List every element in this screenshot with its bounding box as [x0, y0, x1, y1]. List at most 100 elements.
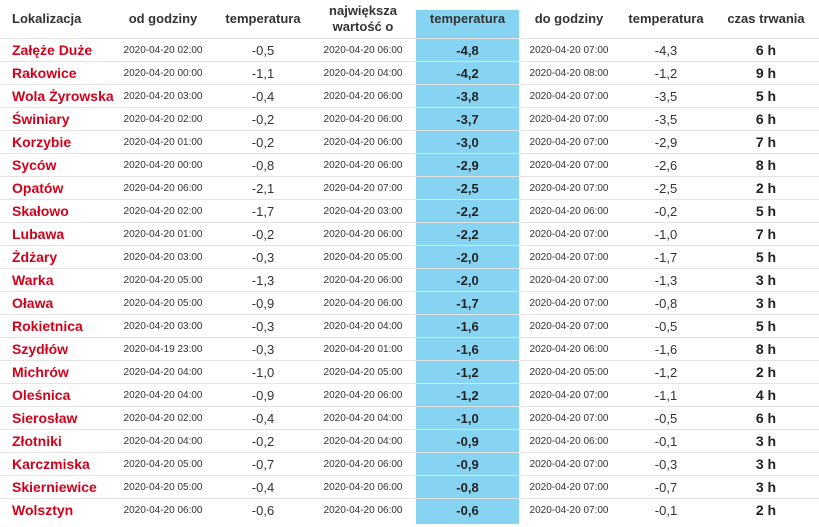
max-temperature: -1,2 — [456, 387, 479, 403]
header-max-time: największa wartość o — [310, 0, 416, 38]
from-time: 2020-04-20 05:00 — [123, 274, 203, 286]
table-row: Rokietnica 2020-04-20 03:00 -0,3 2020-04… — [0, 314, 819, 337]
location-name[interactable]: Żdżary — [12, 249, 58, 265]
header-max-line1: największa — [329, 3, 397, 18]
from-time: 2020-04-20 02:00 — [123, 113, 203, 125]
to-time: 2020-04-20 05:00 — [529, 366, 609, 378]
from-temperature: -0,2 — [251, 433, 275, 449]
to-time: 2020-04-20 07:00 — [529, 228, 609, 240]
duration: 6 h — [755, 410, 777, 426]
location-name[interactable]: Opatów — [12, 180, 64, 196]
header-location: Lokalizacja — [12, 11, 82, 26]
to-temperature: -1,2 — [654, 65, 678, 81]
to-temperature: -0,5 — [654, 410, 678, 426]
header-duration: czas trwania — [727, 11, 805, 26]
from-temperature: -0,7 — [251, 456, 275, 472]
max-time: 2020-04-20 04:00 — [323, 412, 403, 424]
to-temperature: -1,6 — [654, 341, 678, 357]
location-name[interactable]: Wola Żyrowska — [12, 88, 114, 104]
from-temperature: -2,1 — [251, 180, 275, 196]
from-temperature: -1,7 — [251, 203, 275, 219]
to-temperature: -2,5 — [654, 180, 678, 196]
duration: 8 h — [755, 341, 777, 357]
location-name[interactable]: Lubawa — [12, 226, 65, 242]
max-temperature: -1,6 — [456, 341, 479, 357]
location-name[interactable]: Rakowice — [12, 65, 77, 81]
from-temperature: -0,9 — [251, 295, 275, 311]
location-name[interactable]: Oława — [12, 295, 54, 311]
from-time: 2020-04-20 04:00 — [123, 366, 203, 378]
location-name[interactable]: Warka — [12, 272, 54, 288]
duration: 7 h — [755, 226, 777, 242]
from-time: 2020-04-20 04:00 — [123, 389, 203, 401]
max-temperature: -2,0 — [456, 249, 479, 265]
to-time: 2020-04-20 08:00 — [529, 67, 609, 79]
table-row: Wolsztyn 2020-04-20 06:00 -0,6 2020-04-2… — [0, 498, 819, 521]
table-header: Lokalizacja od godziny temperatura najwi… — [0, 0, 819, 38]
max-temperature: -1,2 — [456, 364, 479, 380]
location-name[interactable]: Sierosław — [12, 410, 78, 426]
location-name[interactable]: Korzybie — [12, 134, 72, 150]
location-name[interactable]: Oleśnica — [12, 387, 71, 403]
max-time: 2020-04-20 06:00 — [323, 228, 403, 240]
to-temperature: -4,3 — [654, 42, 678, 58]
to-time: 2020-04-20 07:00 — [529, 389, 609, 401]
max-temperature: -2,2 — [456, 203, 479, 219]
to-temperature: -2,6 — [654, 157, 678, 173]
table-row: Szydłów 2020-04-19 23:00 -0,3 2020-04-20… — [0, 337, 819, 360]
duration: 5 h — [755, 318, 777, 334]
max-temperature: -1,7 — [456, 295, 479, 311]
max-time: 2020-04-20 04:00 — [323, 435, 403, 447]
to-temperature: -0,3 — [654, 456, 678, 472]
from-time: 2020-04-20 06:00 — [123, 504, 203, 516]
table-row: Lubawa 2020-04-20 01:00 -0,2 2020-04-20 … — [0, 222, 819, 245]
table-row: Korzybie 2020-04-20 01:00 -0,2 2020-04-2… — [0, 130, 819, 153]
location-name[interactable]: Rokietnica — [12, 318, 83, 334]
max-temperature: -0,9 — [456, 433, 479, 449]
location-name[interactable]: Syców — [12, 157, 57, 173]
location-name[interactable]: Złotniki — [12, 433, 62, 449]
to-temperature: -3,5 — [654, 88, 678, 104]
max-temperature: -0,6 — [456, 502, 479, 518]
location-name[interactable]: Skierniewice — [12, 479, 97, 495]
location-name[interactable]: Szydłów — [12, 341, 69, 357]
header-max-temp: temperatura — [429, 11, 506, 26]
duration: 6 h — [755, 111, 777, 127]
from-temperature: -0,3 — [251, 341, 275, 357]
to-time: 2020-04-20 07:00 — [529, 481, 609, 493]
duration: 2 h — [755, 502, 777, 518]
location-name[interactable]: Karczmiska — [12, 456, 90, 472]
duration: 9 h — [755, 65, 777, 81]
to-temperature: -1,3 — [654, 272, 678, 288]
location-name[interactable]: Świniary — [12, 111, 70, 127]
max-temperature: -3,8 — [456, 88, 479, 104]
table-row: Rakowice 2020-04-20 00:00 -1,1 2020-04-2… — [0, 61, 819, 84]
from-time: 2020-04-20 02:00 — [123, 205, 203, 217]
max-temperature: -1,0 — [456, 410, 479, 426]
duration: 5 h — [755, 249, 777, 265]
location-name[interactable]: Skałowo — [12, 203, 69, 219]
to-time: 2020-04-20 06:00 — [529, 435, 609, 447]
table-row: Oława 2020-04-20 05:00 -0,9 2020-04-20 0… — [0, 291, 819, 314]
duration: 3 h — [755, 272, 777, 288]
max-temperature: -2,5 — [456, 180, 479, 196]
from-time: 2020-04-20 03:00 — [123, 251, 203, 263]
to-time: 2020-04-20 06:00 — [529, 205, 609, 217]
to-time: 2020-04-20 07:00 — [529, 113, 609, 125]
table-row: Skałowo 2020-04-20 02:00 -1,7 2020-04-20… — [0, 199, 819, 222]
duration: 3 h — [755, 295, 777, 311]
max-time: 2020-04-20 03:00 — [323, 205, 403, 217]
max-time: 2020-04-20 06:00 — [323, 389, 403, 401]
location-name[interactable]: Załęże Duże — [12, 42, 93, 58]
from-time: 2020-04-20 01:00 — [123, 136, 203, 148]
location-name[interactable]: Wolsztyn — [12, 502, 74, 518]
from-temperature: -0,2 — [251, 134, 275, 150]
max-temperature: -2,0 — [456, 272, 479, 288]
header-from-time: od godziny — [128, 11, 198, 26]
max-time: 2020-04-20 06:00 — [323, 481, 403, 493]
header-to-temp: temperatura — [628, 11, 704, 26]
max-time: 2020-04-20 07:00 — [323, 182, 403, 194]
to-time: 2020-04-20 07:00 — [529, 274, 609, 286]
max-time: 2020-04-20 06:00 — [323, 274, 403, 286]
location-name[interactable]: Michrów — [12, 364, 69, 380]
